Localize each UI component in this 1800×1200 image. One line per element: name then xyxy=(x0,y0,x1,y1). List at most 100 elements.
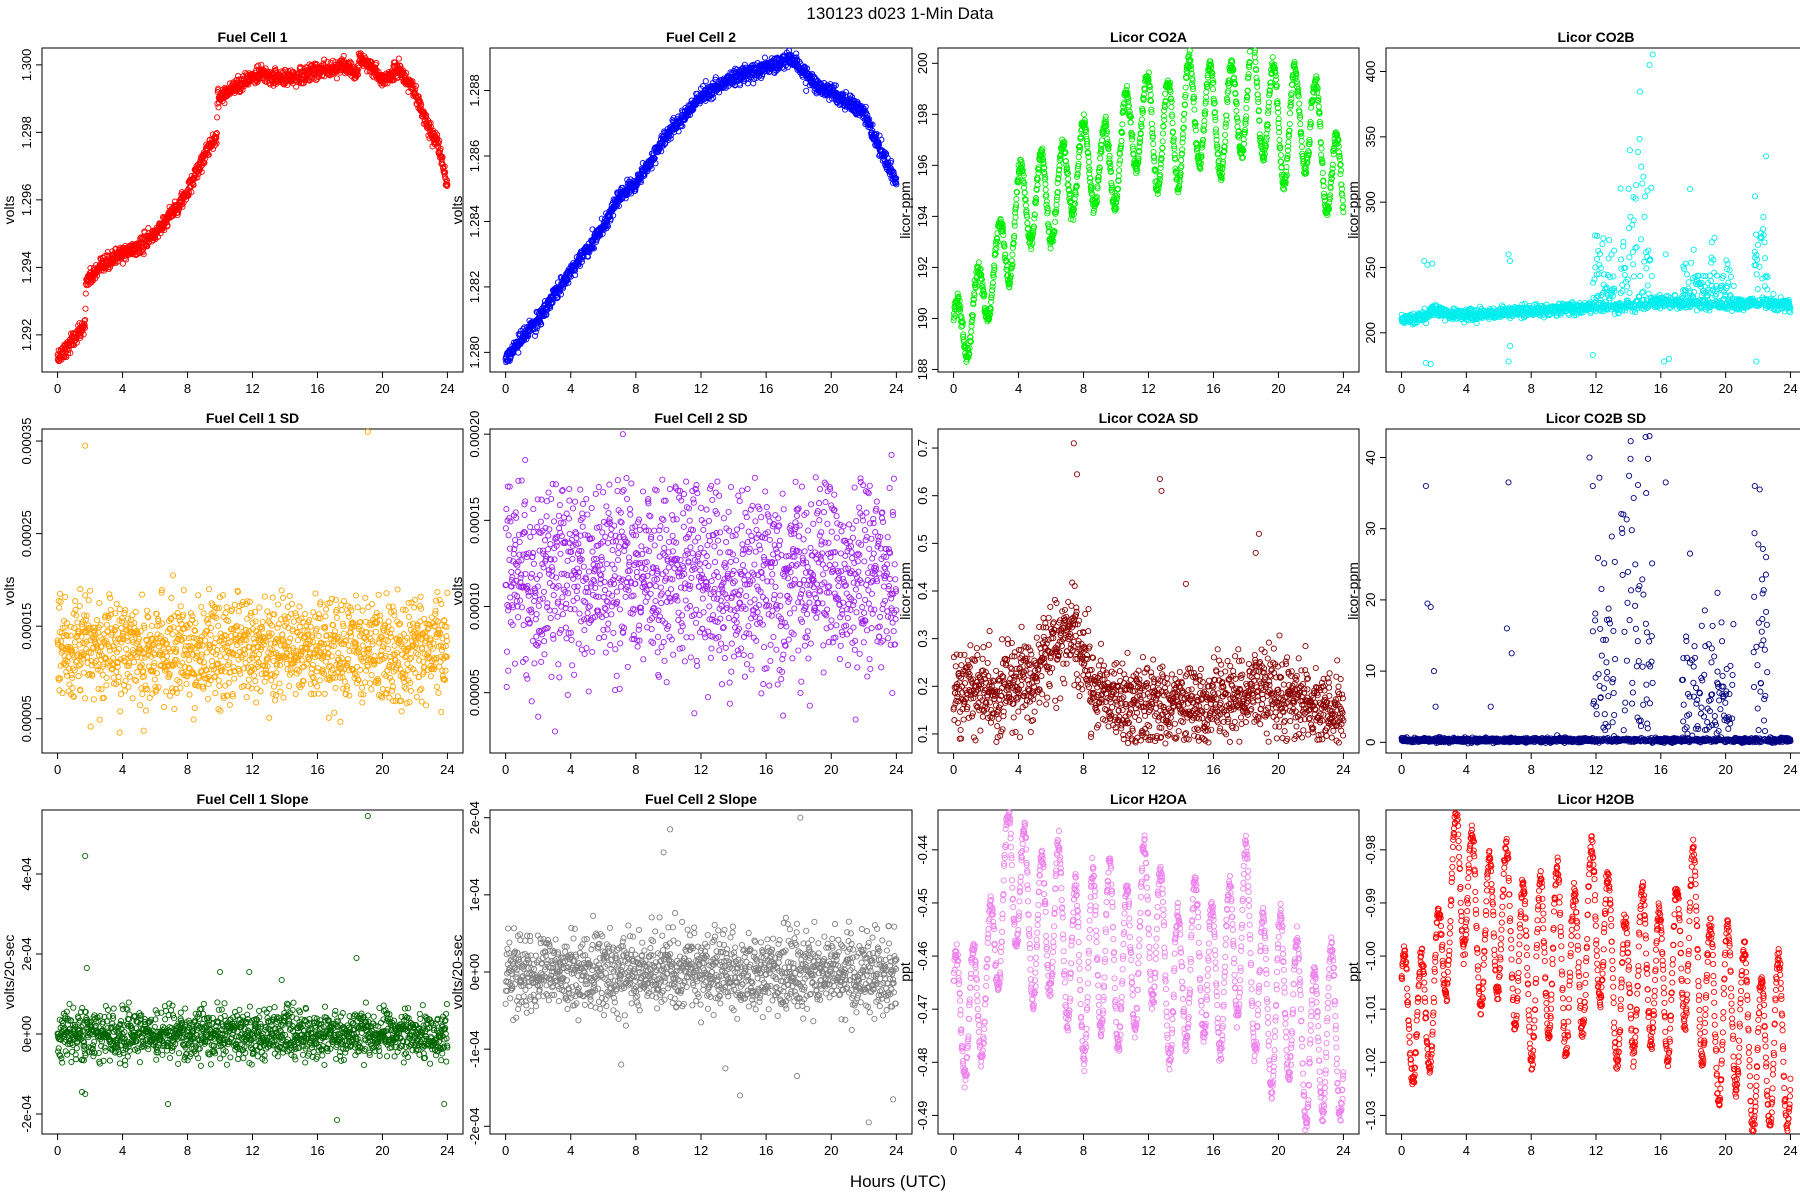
x-tick-label: 8 xyxy=(1528,381,1535,396)
data-point xyxy=(107,264,114,271)
data-point xyxy=(1151,158,1158,165)
y-tick-label: 300 xyxy=(1363,191,1378,213)
data-point xyxy=(1075,154,1082,161)
data-point xyxy=(761,54,768,61)
data-point xyxy=(282,67,289,74)
data-point xyxy=(1117,157,1124,164)
data-point xyxy=(157,230,164,237)
y-tick-label: 192 xyxy=(915,257,930,279)
data-point xyxy=(1106,152,1113,159)
data-point xyxy=(239,86,246,93)
data-point xyxy=(1296,100,1303,107)
data-point xyxy=(64,350,71,357)
data-point xyxy=(80,331,87,338)
data-point xyxy=(1319,169,1326,177)
data-point xyxy=(1169,120,1176,127)
plot-frame xyxy=(1385,47,1800,373)
data-point xyxy=(803,87,810,94)
x-tick-label: 12 xyxy=(1141,381,1155,396)
y-tick-label: 400 xyxy=(1363,61,1378,83)
data-point xyxy=(82,305,89,312)
y-tick-label: 198 xyxy=(915,103,930,125)
data-point xyxy=(214,114,221,121)
data-point xyxy=(179,201,186,208)
data-point xyxy=(1243,105,1250,112)
data-point xyxy=(63,354,70,361)
x-tick-label: 0 xyxy=(950,381,957,396)
data-point xyxy=(1168,104,1175,111)
x-tick-label: 8 xyxy=(632,381,639,396)
y-tick-label: 194 xyxy=(915,206,930,228)
data-point xyxy=(1150,140,1157,147)
figure-title: 130123 d023 1-Min Data xyxy=(806,4,994,23)
panel-title: Fuel Cell 2 xyxy=(666,29,736,45)
data-point xyxy=(1203,89,1210,96)
data-point xyxy=(194,174,201,181)
y-tick-label: 188 xyxy=(915,359,930,381)
data-point xyxy=(1275,116,1282,123)
data-point xyxy=(1276,137,1283,144)
x-tick-label: 16 xyxy=(759,381,773,396)
data-point xyxy=(254,79,261,86)
data-point xyxy=(1222,138,1229,145)
data-point xyxy=(333,75,340,82)
y-axis-label: licor-ppm xyxy=(897,181,913,239)
data-point xyxy=(161,226,168,234)
y-tick-label: 1.300 xyxy=(19,49,34,82)
x-tick-label: 20 xyxy=(824,381,838,396)
data-point xyxy=(136,249,143,256)
x-tick-label: 12 xyxy=(1589,381,1603,396)
y-tick-label: 1.292 xyxy=(19,319,34,352)
x-tick-label: 12 xyxy=(245,381,259,396)
x-tick-label: 16 xyxy=(1654,381,1668,396)
y-tick-label: 1.286 xyxy=(467,140,482,173)
data-point xyxy=(213,140,220,147)
data-point xyxy=(81,317,88,324)
x-tick-label: 16 xyxy=(310,381,324,396)
data-point xyxy=(1233,107,1240,114)
data-point xyxy=(293,83,300,90)
y-tick-label: 1.298 xyxy=(19,116,34,149)
data-point xyxy=(1286,120,1293,128)
y-tick-label: 196 xyxy=(915,155,930,177)
data-point xyxy=(1191,106,1198,113)
data-point xyxy=(1159,130,1167,137)
data-point xyxy=(1315,103,1322,110)
data-point xyxy=(314,75,321,82)
x-tick-label: 24 xyxy=(889,381,903,396)
data-point xyxy=(1269,54,1276,61)
data-point xyxy=(82,290,89,297)
data-point xyxy=(1289,81,1296,88)
data-point xyxy=(1024,220,1031,227)
x-tick-label: 8 xyxy=(184,381,191,396)
data-point xyxy=(212,130,219,138)
y-tick-label: 1.294 xyxy=(19,251,34,284)
data-point xyxy=(94,272,101,279)
x-tick-label: 4 xyxy=(567,381,574,396)
data-points xyxy=(950,47,1347,365)
plot-frame xyxy=(41,47,464,373)
data-point xyxy=(164,222,171,229)
data-point xyxy=(77,332,84,340)
data-point xyxy=(1298,143,1306,150)
data-point xyxy=(1013,196,1020,203)
data-point xyxy=(112,260,119,267)
x-tick-label: 4 xyxy=(119,381,126,396)
x-tick-label: 8 xyxy=(1080,381,1087,396)
data-point xyxy=(81,324,89,331)
x-tick-label: 16 xyxy=(1206,381,1220,396)
y-tick-label: 200 xyxy=(1363,322,1378,344)
data-point xyxy=(1182,84,1189,91)
data-points xyxy=(54,50,451,365)
data-point xyxy=(702,78,709,85)
data-point xyxy=(1161,107,1168,114)
y-axis-label: volts xyxy=(1,196,17,225)
data-point xyxy=(1252,58,1259,66)
data-point xyxy=(968,328,975,335)
x-tick-label: 20 xyxy=(375,381,389,396)
data-point xyxy=(213,134,220,141)
x-tick-label: 0 xyxy=(54,381,61,396)
data-point xyxy=(1022,202,1029,209)
data-point xyxy=(1286,110,1294,117)
